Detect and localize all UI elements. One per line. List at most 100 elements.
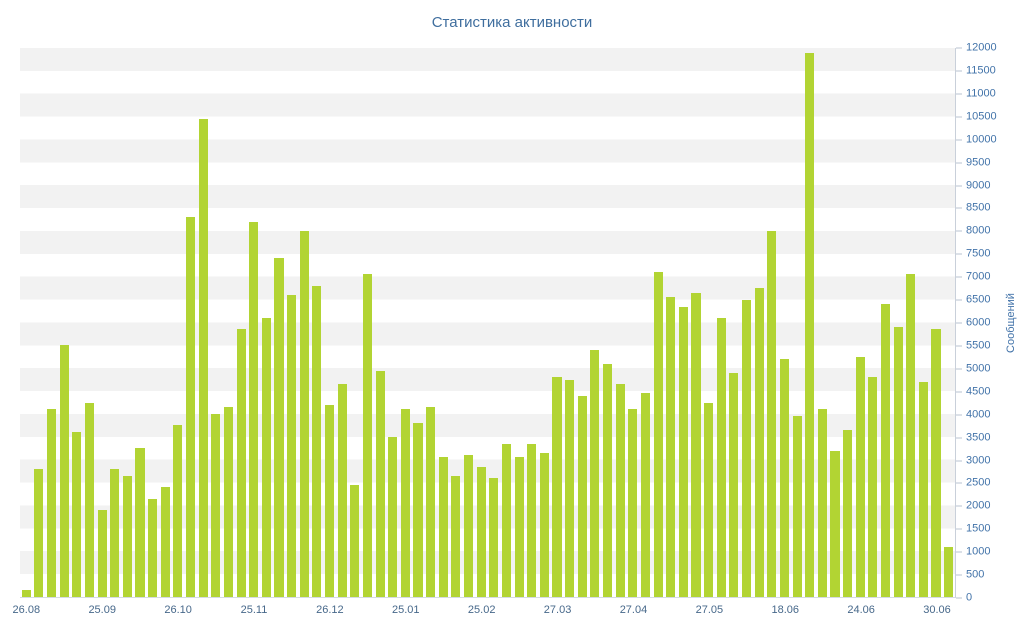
chart-bar[interactable] xyxy=(34,468,44,597)
chart-bar[interactable] xyxy=(438,457,448,597)
chart-bar[interactable] xyxy=(21,590,31,597)
chart-bar[interactable] xyxy=(880,304,891,597)
chart-bar[interactable] xyxy=(198,118,208,597)
chart-bar[interactable] xyxy=(918,381,928,597)
x-tick-label: 27.03 xyxy=(543,604,572,616)
chart-bar[interactable] xyxy=(110,468,120,597)
chart-bar[interactable] xyxy=(160,487,170,597)
x-tick-label: 27.04 xyxy=(619,604,648,616)
chart-bar[interactable] xyxy=(476,466,486,597)
chart-bar[interactable] xyxy=(451,475,461,597)
chart-bar[interactable] xyxy=(223,407,234,597)
chart-bar[interactable] xyxy=(640,393,650,597)
chart-bar[interactable] xyxy=(729,372,739,597)
chart-bar[interactable] xyxy=(792,416,802,597)
chart-bar[interactable] xyxy=(72,432,82,597)
chart-bar[interactable] xyxy=(426,407,436,597)
y-tick xyxy=(956,482,962,484)
chart-bar[interactable] xyxy=(577,395,587,597)
chart-bar[interactable] xyxy=(84,402,95,597)
y-tick-label: 6500 xyxy=(966,293,991,306)
chart-bar[interactable] xyxy=(400,409,410,597)
chart-bar[interactable] xyxy=(906,274,916,597)
chart-bar[interactable] xyxy=(362,274,372,597)
chart-bar[interactable] xyxy=(868,377,878,597)
chart-bar[interactable] xyxy=(767,231,777,597)
chart-bar[interactable] xyxy=(931,329,941,597)
chart-bar[interactable] xyxy=(590,349,600,597)
y-tick-label: 6000 xyxy=(966,316,991,329)
chart-bar[interactable] xyxy=(830,450,840,597)
chart-bar[interactable] xyxy=(59,345,69,597)
chart-bar[interactable] xyxy=(135,448,145,597)
x-tick-label: 25.11 xyxy=(240,604,268,616)
chart-bar[interactable] xyxy=(186,217,196,597)
chart-bar[interactable] xyxy=(489,478,499,597)
chart-bar[interactable] xyxy=(312,285,322,597)
chart-bar[interactable] xyxy=(287,295,297,597)
chart-bar[interactable] xyxy=(388,436,398,597)
chart-bar[interactable] xyxy=(501,443,511,597)
chart-bar[interactable] xyxy=(122,475,132,597)
chart-bar[interactable] xyxy=(565,379,575,597)
chart-bar[interactable] xyxy=(602,363,613,597)
chart-bar[interactable] xyxy=(552,377,562,597)
chart-bar[interactable] xyxy=(628,409,638,597)
chart-bar[interactable] xyxy=(944,546,954,597)
chart-bar[interactable] xyxy=(249,221,259,597)
chart-bar[interactable] xyxy=(261,317,271,597)
y-tick xyxy=(956,597,962,599)
chart-bar[interactable] xyxy=(539,452,549,597)
chart-bar[interactable] xyxy=(678,306,688,597)
y-tick-label: 4500 xyxy=(966,385,991,398)
chart-bar[interactable] xyxy=(97,510,107,597)
chart-bar[interactable] xyxy=(148,498,158,597)
x-tick-label: 24.06 xyxy=(847,604,875,616)
chart-title: Статистика активности xyxy=(431,14,593,31)
chart-bar[interactable] xyxy=(463,455,474,597)
chart-bar[interactable] xyxy=(615,384,625,597)
chart-bar[interactable] xyxy=(527,443,537,597)
chart-bar[interactable] xyxy=(704,402,714,597)
chart-bar[interactable] xyxy=(691,292,701,597)
chart-bar[interactable] xyxy=(350,484,360,597)
y-tick-label: 11500 xyxy=(966,64,996,77)
chart-bar[interactable] xyxy=(779,359,789,597)
y-tick xyxy=(956,368,962,370)
y-tick xyxy=(956,185,962,186)
chart-bar[interactable] xyxy=(843,430,853,597)
y-tick-label: 8000 xyxy=(966,224,991,237)
chart-bar[interactable] xyxy=(855,356,865,597)
chart-bar[interactable] xyxy=(754,288,764,597)
chart-bar[interactable] xyxy=(375,370,385,597)
chart-bar[interactable] xyxy=(514,457,524,597)
y-tick-label: 4000 xyxy=(966,408,991,421)
x-tick-label: 30.06 xyxy=(923,604,951,616)
chart-bar[interactable] xyxy=(716,317,726,597)
chart-bar[interactable] xyxy=(173,425,183,597)
y-tick-label: 5000 xyxy=(966,362,991,375)
y-tick xyxy=(956,414,962,416)
y-tick-label: 12000 xyxy=(966,41,997,54)
y-tick-label: 10500 xyxy=(966,110,997,123)
y-tick xyxy=(956,207,962,209)
chart-bar[interactable] xyxy=(299,231,309,597)
chart-bar[interactable] xyxy=(893,327,903,597)
y-tick xyxy=(956,276,962,278)
chart-bar[interactable] xyxy=(47,409,57,597)
chart-bar[interactable] xyxy=(274,258,284,597)
chart-bar[interactable] xyxy=(413,423,423,597)
chart-bar[interactable] xyxy=(236,329,246,597)
chart-bar[interactable] xyxy=(666,297,676,597)
y-tick-label: 500 xyxy=(966,568,985,581)
y-tick-label: 5500 xyxy=(966,339,991,352)
chart-bar[interactable] xyxy=(805,52,815,597)
y-tick xyxy=(956,230,962,232)
chart-bar[interactable] xyxy=(741,299,752,597)
chart-bar[interactable] xyxy=(325,404,335,597)
chart-bar[interactable] xyxy=(817,409,827,597)
chart-bar[interactable] xyxy=(653,272,663,597)
chart-bar[interactable] xyxy=(211,414,221,597)
chart-bar[interactable] xyxy=(337,384,347,597)
